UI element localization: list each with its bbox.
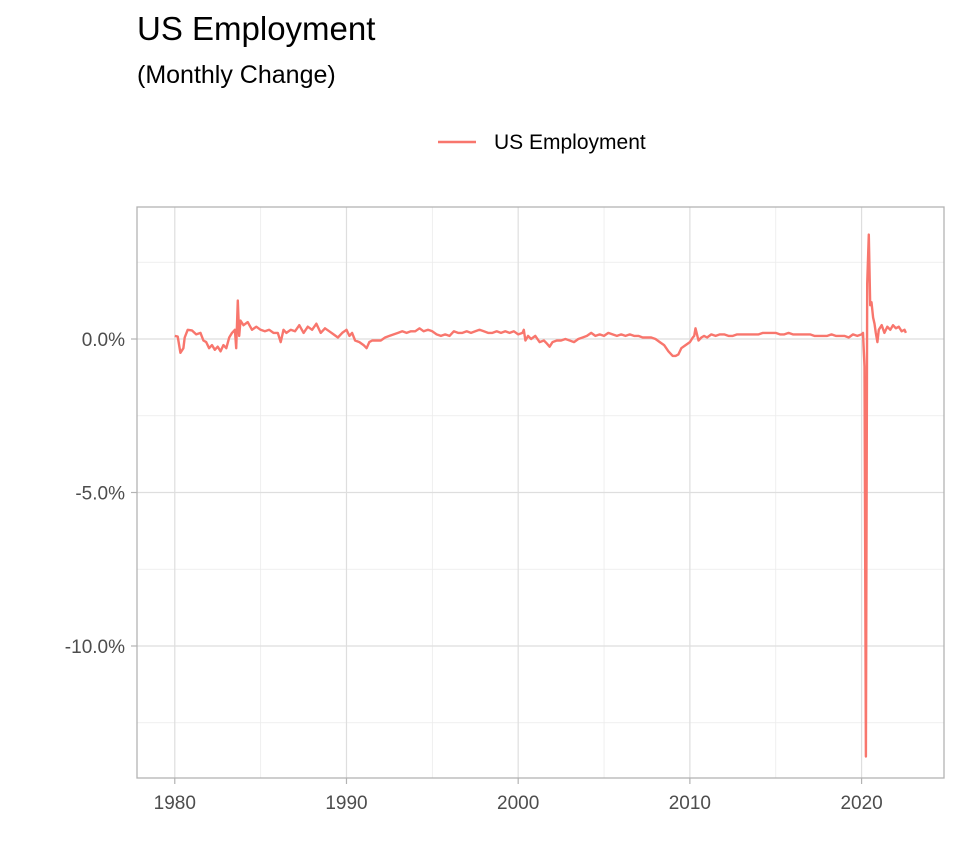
- y-tick-label: 0.0%: [82, 330, 125, 351]
- legend-label: US Employment: [494, 131, 646, 154]
- x-tick-label: 1990: [325, 793, 367, 814]
- plot-area: [136, 206, 945, 779]
- chart-title: US Employment: [137, 10, 375, 47]
- y-axis: 0.0% -5.0% -10.0%: [65, 330, 137, 658]
- x-tick-label: 1980: [154, 793, 196, 814]
- chart-subtitle: (Monthly Change): [137, 61, 336, 89]
- y-tick-label: -5.0%: [75, 484, 125, 505]
- x-tick-label: 2020: [840, 793, 882, 814]
- x-tick-label: 2000: [497, 793, 539, 814]
- x-tick-label: 2010: [669, 793, 711, 814]
- major-gridlines: [137, 207, 944, 778]
- y-tick-label: -10.0%: [65, 637, 125, 658]
- x-axis: 1980 1990 2000 2010 2020: [154, 778, 883, 814]
- series-line-us-employment: [174, 233, 907, 758]
- legend: US Employment: [438, 131, 646, 154]
